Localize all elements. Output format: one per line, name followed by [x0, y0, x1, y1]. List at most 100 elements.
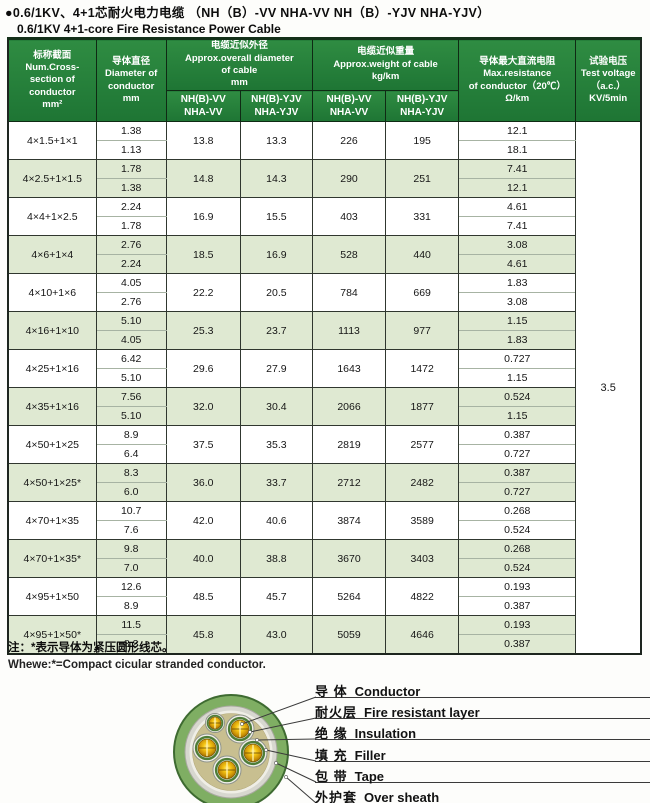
cell-resistance-lower: 0.727 [458, 482, 577, 502]
inner-wrap-ring [189, 710, 273, 794]
cell-weight-vv: 226 [311, 121, 387, 160]
spec-table-body: 4×1.5+1×1 1.38 13.8 13.3 226 195 12.1 3.5 1.13 18… [7, 121, 642, 655]
cell-od-vv: 32.0 [165, 387, 241, 426]
table-row: 5.10 1.15 [8, 368, 641, 388]
table-row: 6.4 0.727 [8, 444, 641, 464]
cable-drawing [173, 694, 289, 803]
cell-resistance-upper: 0.727 [458, 349, 577, 369]
cell-resistance-lower: 0.387 [458, 634, 577, 655]
page-title: ●0.6/1KV、4+1芯耐火电力电缆 （NH（B）-VV NHA-VV NH（… [5, 2, 490, 36]
cell-diameter-upper: 5.10 [95, 311, 167, 331]
leader-line [285, 776, 317, 803]
cell-diameter-upper: 1.38 [95, 121, 167, 141]
cell-diameter-upper: 9.8 [95, 539, 167, 559]
leader-line [265, 749, 317, 762]
table-row: 4×95+1×50* 11.5 45.8 43.0 5059 4646 0.193 [7, 615, 641, 655]
cell-od-yjv: 45.7 [239, 577, 313, 616]
diagram-label-zh: 耐火层 [315, 705, 358, 720]
cell-resistance-upper: 0.387 [458, 463, 577, 483]
conductor [230, 719, 250, 739]
cell-weight-vv: 290 [311, 159, 387, 198]
cell-diameter-lower: 2.24 [95, 254, 167, 274]
cell-od-yjv: 40.6 [239, 501, 313, 540]
cell-weight-vv: 3670 [311, 539, 387, 578]
cell-od-vv: 18.5 [165, 235, 241, 274]
cell-resistance-lower: 3.08 [458, 292, 577, 312]
cell-resistance-upper: 7.41 [458, 159, 577, 179]
cell-resistance-upper: 1.83 [458, 273, 577, 293]
leader-anchor-dot [264, 748, 268, 752]
cell-od-yjv: 23.7 [239, 311, 313, 350]
cell-diameter-upper: 7.56 [95, 387, 167, 407]
core-insulation-ring [212, 755, 242, 785]
leader-line [241, 696, 317, 725]
cell-od-yjv: 15.5 [239, 197, 313, 236]
cell-weight-yjv: 1472 [385, 349, 460, 388]
table-row: 6.0 0.727 [8, 482, 641, 502]
cell-diameter-lower: 1.78 [95, 216, 167, 236]
cell-diameter-upper: 4.05 [95, 273, 167, 293]
cell-resistance-upper: 0.387 [458, 425, 577, 445]
cell-weight-yjv: 4646 [385, 615, 460, 655]
table-row: 4×95+1×50 12.6 48.5 45.7 5264 4822 0.193 [7, 577, 641, 616]
cell-od-yjv: 30.4 [239, 387, 313, 426]
spec-table-header: 标称截面 Num.Cross- section of conductor mm²… [7, 38, 642, 122]
cell-resistance-lower: 0.727 [458, 444, 577, 464]
cell-od-yjv: 38.8 [239, 539, 313, 578]
filler-area [192, 713, 270, 791]
cell-od-vv: 14.8 [165, 159, 241, 198]
cell-od-vv: 40.0 [165, 539, 241, 578]
cell-resistance-upper: 1.15 [458, 311, 577, 331]
cell-weight-yjv: 331 [385, 197, 460, 236]
cell-resistance-lower: 1.83 [458, 330, 577, 350]
cell-od-vv: 13.8 [165, 121, 241, 160]
subheader-weight-vv: NH(B)-VV NHA-VV [311, 90, 387, 122]
cell-spec: 4×6+1×4 [7, 235, 97, 274]
cell-od-vv: 42.0 [165, 501, 241, 540]
cell-resistance-upper: 12.1 [458, 121, 577, 141]
header-resistance: 导体最大直流电阻 Max.resistance of conductor（20℃… [458, 38, 577, 122]
leader-anchor-dot [248, 730, 252, 734]
table-row: 4×4+1×2.5 2.24 16.9 15.5 403 331 4.61 [7, 197, 641, 236]
cell-weight-yjv: 1877 [385, 387, 460, 426]
cell-diameter-lower: 4.05 [95, 330, 167, 350]
cell-weight-vv: 2819 [311, 425, 387, 464]
cell-od-vv: 29.6 [165, 349, 241, 388]
cell-resistance-lower: 4.61 [458, 254, 577, 274]
cell-od-yjv: 13.3 [239, 121, 313, 160]
cell-weight-vv: 1643 [311, 349, 387, 388]
cell-resistance-upper: 4.61 [458, 197, 577, 217]
cell-weight-yjv: 3403 [385, 539, 460, 578]
diagram-label-en: Tape [354, 769, 385, 784]
title-line-zh: ●0.6/1KV、4+1芯耐火电力电缆 （NH（B）-VV NHA-VV NH（… [5, 6, 490, 20]
header-test-voltage: 试验电压 Test voltage （a.c.） KV/5min [575, 38, 642, 122]
diagram-label-over-sheath: 外护套 Over sheath [315, 787, 650, 803]
cell-od-yjv: 33.7 [239, 463, 313, 502]
cell-spec: 4×16+1×10 [7, 311, 97, 350]
diagram-label-filler: 填 充 Filler [315, 745, 650, 763]
table-row: 1.38 12.1 [8, 178, 641, 198]
leader-anchor-dot [274, 761, 278, 765]
table-row: 4×70+1×35 10.7 42.0 40.6 3874 3589 0.268 [7, 501, 641, 540]
cell-spec: 4×50+1×25* [7, 463, 97, 502]
cell-resistance-upper: 0.268 [458, 539, 577, 559]
diagram-label-en: Fire resistant layer [364, 705, 480, 720]
cell-test-voltage: 3.5 [575, 121, 642, 655]
cell-od-yjv: 43.0 [239, 615, 313, 655]
cell-spec: 4×50+1×25 [7, 425, 97, 464]
cell-weight-yjv: 4822 [385, 577, 460, 616]
cell-weight-vv: 5264 [311, 577, 387, 616]
leader-lines [240, 696, 317, 803]
subheader-weight-yjv: NH(B)-YJV NHA-YJV [385, 90, 460, 122]
fire-resistant-layer-ring [227, 716, 253, 742]
cell-resistance-upper: 3.08 [458, 235, 577, 255]
cell-diameter-lower: 7.0 [95, 558, 167, 578]
cell-weight-vv: 2066 [311, 387, 387, 426]
leader-anchor-dot [284, 775, 288, 779]
conductor [217, 760, 237, 780]
footnote-en: Whewe:*=Compact cicular stranded conduct… [8, 658, 266, 671]
cell-resistance-lower: 12.1 [458, 178, 577, 198]
cell-diameter-lower: 8.9 [95, 596, 167, 616]
cell-resistance-lower: 0.524 [458, 520, 577, 540]
